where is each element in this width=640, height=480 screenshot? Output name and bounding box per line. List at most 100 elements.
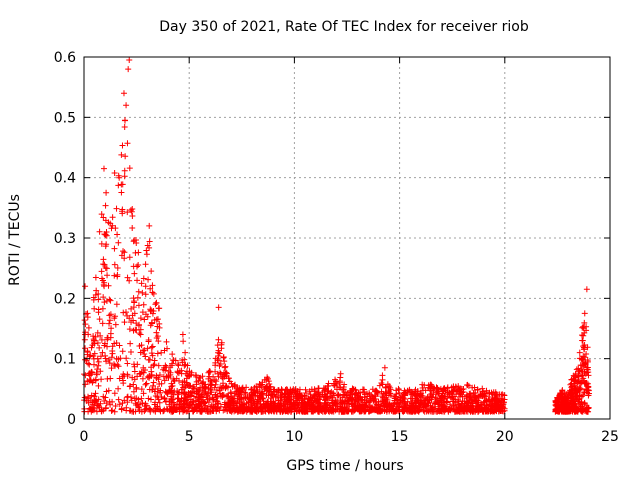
data-point [187, 396, 194, 403]
data-point [221, 364, 228, 371]
data-point [148, 268, 155, 275]
data-point [192, 372, 199, 379]
data-point [94, 355, 101, 362]
data-point [179, 379, 186, 386]
data-point [82, 345, 89, 352]
data-point [369, 407, 376, 414]
data-point [571, 403, 578, 410]
data-point [196, 394, 203, 401]
data-point [149, 352, 156, 359]
data-point [206, 408, 213, 415]
data-point [93, 370, 100, 377]
data-point [82, 331, 89, 338]
data-point [581, 319, 588, 326]
data-point [341, 404, 348, 411]
data-point [123, 404, 130, 411]
data-point [488, 397, 495, 404]
data-point [217, 371, 224, 378]
data-point [123, 355, 130, 362]
data-point [390, 401, 397, 408]
data-point [425, 399, 432, 406]
data-point [107, 330, 114, 337]
data-point [453, 391, 460, 398]
data-point [261, 401, 268, 408]
data-point [219, 384, 226, 391]
data-point [569, 404, 576, 411]
data-point [98, 336, 105, 343]
data-point [483, 397, 490, 404]
data-point [216, 387, 223, 394]
data-point [154, 350, 161, 357]
data-point [197, 393, 204, 400]
data-point [312, 398, 319, 405]
data-point [147, 407, 154, 414]
data-point [140, 275, 147, 282]
data-point [145, 395, 152, 402]
data-point [137, 371, 144, 378]
data-point [91, 305, 98, 312]
data-point [153, 316, 160, 323]
data-point [337, 397, 344, 404]
data-point [352, 399, 359, 406]
data-point [479, 385, 486, 392]
data-point [256, 381, 263, 388]
data-point [313, 403, 320, 410]
data-point [162, 367, 169, 374]
data-point [109, 407, 116, 414]
data-point [145, 356, 152, 363]
data-point [213, 378, 220, 385]
data-point [169, 360, 176, 367]
data-point [438, 408, 445, 415]
data-point [281, 399, 288, 406]
data-point [104, 336, 111, 343]
data-point [97, 332, 104, 339]
data-point [428, 383, 435, 390]
data-point [120, 248, 127, 255]
data-point [348, 391, 355, 398]
data-point [362, 391, 369, 398]
data-point [94, 329, 101, 336]
data-point [258, 390, 265, 397]
data-point [139, 400, 146, 407]
data-point [106, 360, 113, 367]
data-point [241, 407, 248, 414]
data-point [126, 407, 133, 414]
data-point [334, 392, 341, 399]
data-point [213, 395, 220, 402]
data-point [90, 377, 97, 384]
data-point [130, 238, 137, 245]
data-point [136, 406, 143, 413]
data-point [148, 307, 155, 314]
data-point [149, 386, 156, 393]
data-point [84, 314, 91, 321]
data-point [140, 301, 147, 308]
data-point [431, 400, 438, 407]
y-tick-label: 0.1 [54, 352, 76, 368]
data-point [464, 400, 471, 407]
data-point [104, 343, 111, 350]
data-point [406, 407, 413, 414]
data-point [149, 282, 156, 289]
data-point [175, 362, 182, 369]
data-point [99, 305, 106, 312]
data-point [379, 393, 386, 400]
data-point [164, 390, 171, 397]
data-point [270, 407, 277, 414]
data-point [581, 329, 588, 336]
data-point [226, 396, 233, 403]
data-point [111, 170, 118, 177]
data-point [318, 405, 325, 412]
data-point [90, 407, 97, 414]
data-point [113, 340, 120, 347]
data-point [154, 388, 161, 395]
data-point [495, 402, 502, 409]
data-point [352, 394, 359, 401]
y-tick-label: 0.4 [54, 171, 76, 187]
data-point [185, 373, 192, 380]
data-point [95, 382, 102, 389]
data-point [120, 377, 127, 384]
data-point [142, 367, 149, 374]
data-point [81, 336, 88, 343]
data-point [492, 395, 499, 402]
